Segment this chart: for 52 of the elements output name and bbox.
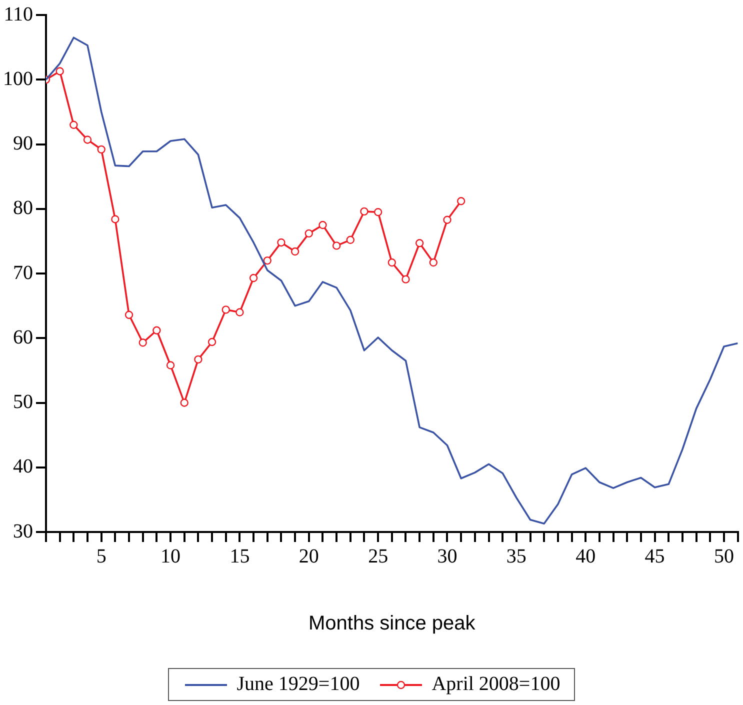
y-tick-label: 80 <box>13 197 33 220</box>
x-tick-label: 20 <box>298 545 319 568</box>
y-tick-label: 30 <box>13 520 33 542</box>
point <box>180 398 188 407</box>
point <box>346 236 354 244</box>
point <box>166 361 175 370</box>
point <box>277 238 286 247</box>
x-axis-title: Months since peak <box>308 612 476 635</box>
point <box>83 136 92 144</box>
point <box>236 308 244 316</box>
x-tick-label: 25 <box>368 545 388 568</box>
point <box>124 310 134 319</box>
x-tick-label: 30 <box>437 545 458 568</box>
point <box>208 338 216 346</box>
point <box>360 207 368 216</box>
x-tick-label: 50 <box>714 545 734 568</box>
point <box>56 67 64 76</box>
x-tick-label: 10 <box>160 545 181 568</box>
point <box>194 355 202 364</box>
y-tick-label: 110 <box>4 3 33 26</box>
point <box>415 239 424 248</box>
point <box>263 256 272 265</box>
point <box>290 247 300 256</box>
point <box>304 229 313 238</box>
point <box>332 242 341 250</box>
y-tick-label: 100 <box>3 68 33 90</box>
y-tick-label: 70 <box>13 262 33 284</box>
point <box>443 216 452 224</box>
y-tick-label: 90 <box>13 132 33 154</box>
y-tick-label: 60 <box>13 326 33 348</box>
x-tick-label: 40 <box>576 545 596 568</box>
x-tick-label: 45 <box>644 545 665 568</box>
point <box>111 215 120 224</box>
x-tick-label: 35 <box>506 545 526 568</box>
point <box>374 208 382 216</box>
point <box>249 274 258 282</box>
point <box>456 197 466 206</box>
point <box>222 306 230 314</box>
point <box>97 145 106 154</box>
y-tick-label: 50 <box>13 391 33 413</box>
point <box>388 258 396 267</box>
point <box>429 258 438 267</box>
legend-label: April 2008=100 <box>432 673 560 696</box>
legend-label: June 1929=100 <box>236 673 360 696</box>
point <box>70 120 78 129</box>
point <box>318 220 327 230</box>
point <box>402 275 410 284</box>
point <box>138 338 147 347</box>
x-tick-label: 15 <box>230 545 250 568</box>
point <box>152 326 161 334</box>
y-tick-label: 40 <box>13 456 33 478</box>
x-tick-label: 5 <box>96 545 106 568</box>
